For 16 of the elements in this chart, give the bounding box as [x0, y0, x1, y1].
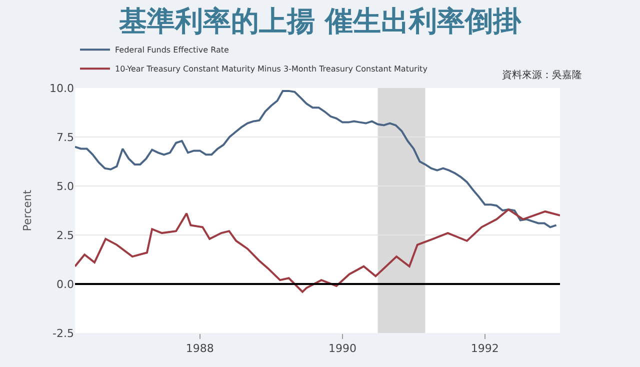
line-series — [75, 208, 560, 293]
source-note: 資料來源：吳嘉隆 — [502, 69, 582, 81]
legend-label: 10-Year Treasury Constant Maturity Minus 3-Month Treasury Constant Maturity — [115, 64, 428, 74]
y-tick-label: 7.5 — [56, 130, 74, 144]
chart-title: 基準利率的上揚 催生出利率倒掛 — [118, 4, 522, 38]
y-tick-label: 5.0 — [56, 180, 74, 193]
y-tick-label: -2.5 — [52, 326, 74, 340]
y-axis-title: Percent — [21, 189, 34, 232]
x-tick-label: 1988 — [186, 342, 214, 356]
y-tick-label: 0.0 — [56, 278, 74, 291]
line-series — [75, 90, 558, 228]
x-tick-label: 1990 — [328, 342, 356, 356]
legend-label: Federal Funds Effective Rate — [115, 46, 230, 55]
y-tick-label: 10.0 — [50, 82, 74, 95]
x-tick-label: 1992 — [470, 342, 499, 356]
y-tick-label: 2.5 — [56, 228, 74, 242]
